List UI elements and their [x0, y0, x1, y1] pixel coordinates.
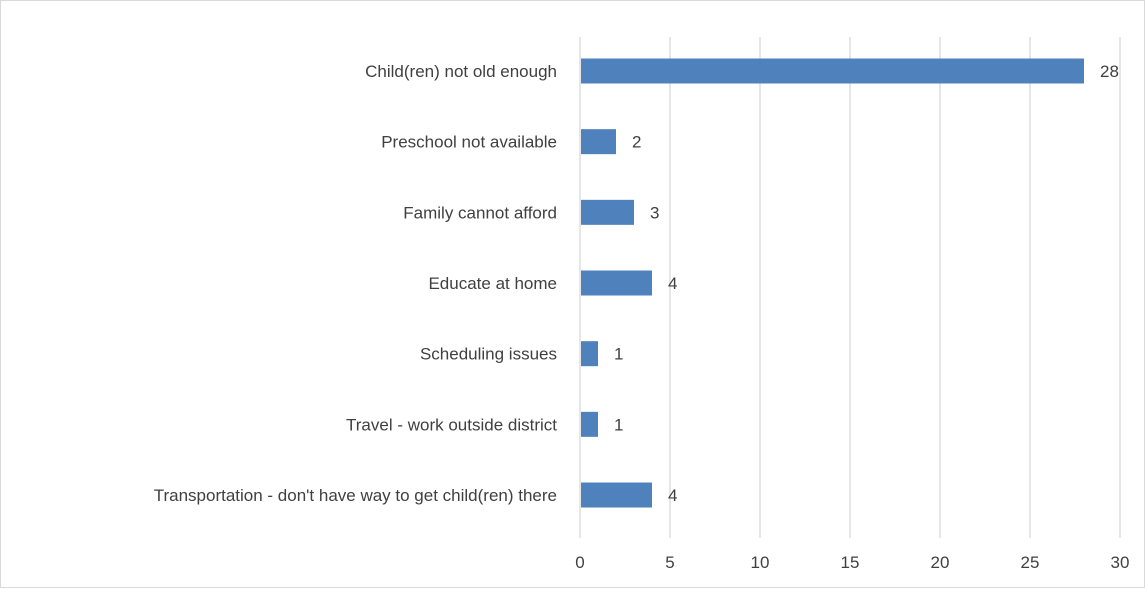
- data-label: 4: [668, 274, 677, 293]
- category-label: Family cannot afford: [403, 203, 557, 222]
- category-label: Travel - work outside district: [346, 415, 557, 434]
- x-tick-label: 10: [751, 553, 770, 572]
- category-label: Child(ren) not old enough: [365, 62, 557, 81]
- data-label: 1: [614, 415, 623, 434]
- bar: [581, 270, 652, 296]
- labels: 0 5 10 15 20 25 30 Child(ren) not old enough 28 P…: [154, 62, 1130, 572]
- x-tick-label: 5: [665, 553, 674, 572]
- bar: [581, 482, 652, 508]
- bar: [581, 199, 634, 225]
- x-tick-label: 30: [1111, 553, 1130, 572]
- x-tick-label: 20: [931, 553, 950, 572]
- data-label: 28: [1100, 62, 1119, 81]
- x-tick-label: 15: [841, 553, 860, 572]
- bar: [581, 129, 616, 155]
- category-label: Scheduling issues: [420, 345, 557, 364]
- x-tick-label: 0: [575, 553, 584, 572]
- gridlines: [579, 37, 1121, 538]
- data-label: 3: [650, 203, 659, 222]
- category-label: Preschool not available: [381, 133, 557, 152]
- category-label: Educate at home: [428, 274, 557, 293]
- data-label: 2: [632, 133, 641, 152]
- bar: [581, 411, 598, 437]
- bar: [581, 58, 1084, 84]
- bar: [581, 341, 598, 367]
- bars: [581, 58, 1084, 508]
- data-label: 4: [668, 486, 677, 505]
- category-label: Transportation - don't have way to get c…: [154, 486, 557, 505]
- data-label: 1: [614, 345, 623, 364]
- x-tick-label: 25: [1021, 553, 1040, 572]
